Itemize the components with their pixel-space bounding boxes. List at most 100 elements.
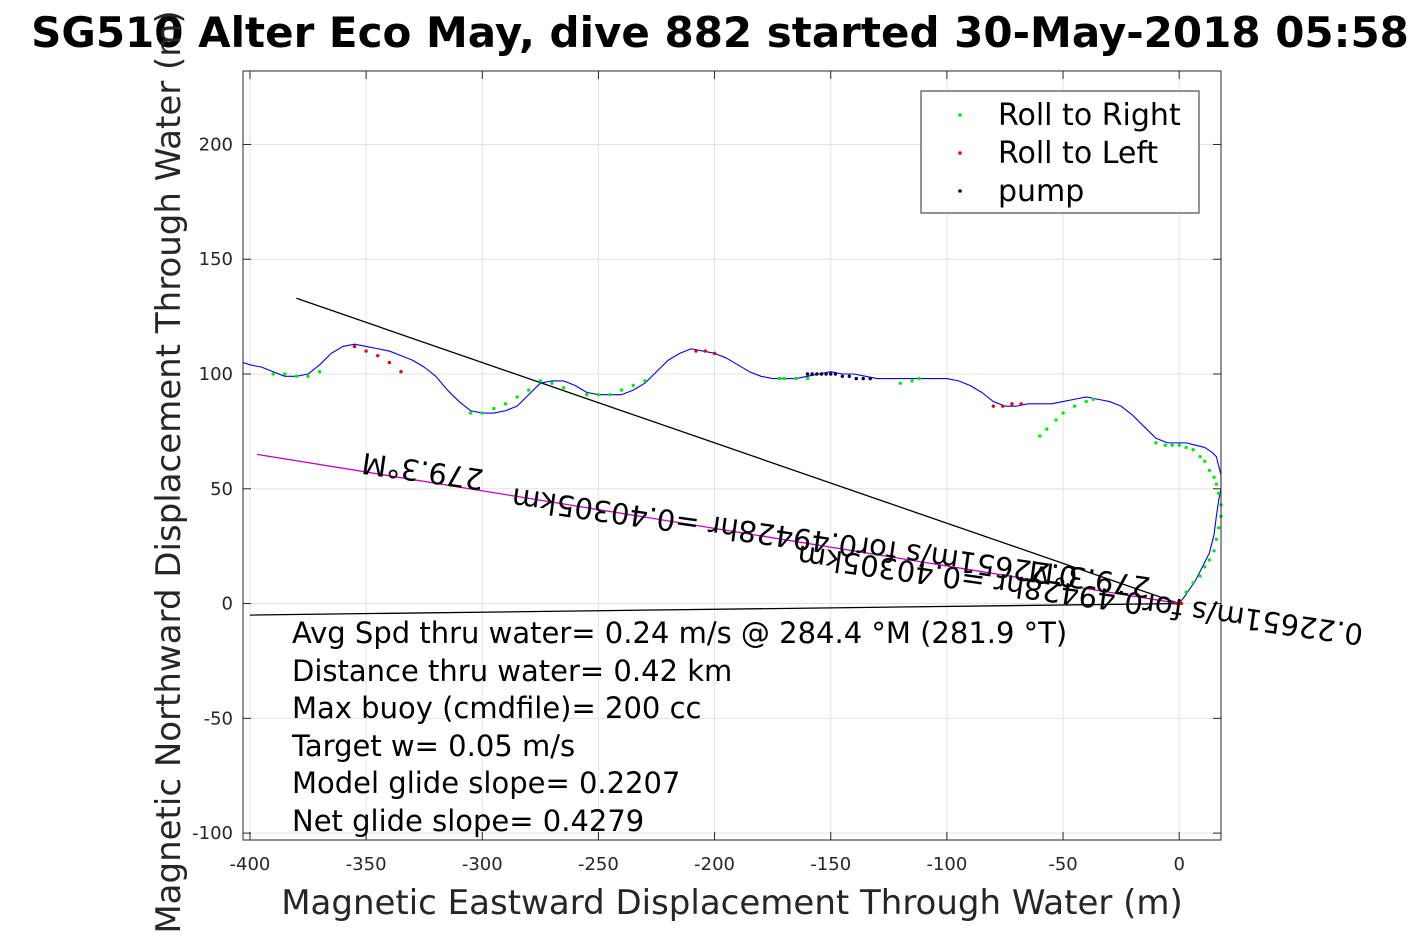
x-axis-label: Magnetic Eastward Displacement Through W… <box>281 883 1183 923</box>
legend-label-roll-left: Roll to Left <box>998 136 1158 171</box>
roll-right-point <box>317 370 322 374</box>
roll-right-point <box>1203 459 1207 463</box>
roll-right-point <box>550 381 554 385</box>
legend-label-pump: pump <box>998 174 1084 209</box>
heading-line <box>296 297 1180 605</box>
markers <box>271 344 1223 606</box>
pump-point <box>815 372 819 376</box>
roll-left-point <box>387 360 392 365</box>
pump-point <box>819 372 824 376</box>
roll-right-point <box>777 376 782 381</box>
ticks <box>243 71 1221 840</box>
reference-lines <box>249 297 1180 616</box>
pump-point <box>868 376 872 381</box>
roll-right-point <box>1212 549 1216 553</box>
pump-point <box>805 372 810 376</box>
roll-right-point <box>306 374 310 379</box>
roll-right-point <box>1216 491 1221 496</box>
x-tick-label: -200 <box>694 854 735 875</box>
roll-right-point <box>1216 526 1221 530</box>
current-line <box>256 453 1180 605</box>
pump-point <box>847 374 852 379</box>
roll-right-point <box>561 386 566 390</box>
roll-left-point <box>1000 404 1005 408</box>
roll-right-point <box>527 388 531 392</box>
roll-right-point <box>1198 574 1202 578</box>
roll-right-point <box>1207 558 1212 562</box>
roll-left-point <box>712 351 717 356</box>
roll-left-point <box>1175 601 1179 606</box>
roll-right-point <box>1214 537 1219 541</box>
roll-right-point <box>1212 475 1216 480</box>
stat-avg-speed: Avg Spd thru water= 0.24 m/s @ 284.4 °M … <box>292 616 1067 650</box>
x-tick-label: -250 <box>578 854 619 875</box>
roll-right-point <box>1198 454 1202 459</box>
track-line <box>242 343 1222 604</box>
stat-target-w: Target w= 0.05 m/s <box>291 729 575 763</box>
pump-point <box>833 372 838 376</box>
legend: Roll to Right Roll to Left pump <box>920 90 1200 214</box>
x-tick-label: -100 <box>926 854 967 875</box>
roll-right-point <box>917 376 921 381</box>
roll-right-point <box>283 372 287 376</box>
pump-point <box>861 376 865 381</box>
roll-right-point <box>515 395 519 399</box>
roll-right-point <box>1061 411 1065 415</box>
legend-marker-roll-right <box>958 113 962 117</box>
roll-left-point <box>1019 402 1023 406</box>
roll-right-point <box>1214 482 1219 486</box>
track <box>242 343 1222 604</box>
y-tick-label: -100 <box>192 823 233 844</box>
roll-right-point <box>1154 441 1158 445</box>
roll-right-point <box>1084 399 1088 404</box>
y-axis-label: Magnetic Northward Displacement Through … <box>149 10 189 933</box>
roll-right-point <box>608 392 612 397</box>
roll-right-point <box>1207 468 1212 473</box>
pump-point <box>854 376 858 381</box>
roll-right-point <box>643 379 647 383</box>
y-tick-label: 100 <box>199 364 233 385</box>
y-tick-label: 200 <box>199 134 233 155</box>
roll-right-point <box>294 374 299 379</box>
x-tick-label: -300 <box>462 854 503 875</box>
legend-box <box>920 90 1200 214</box>
axes-box <box>242 70 1222 841</box>
pump-point <box>829 372 833 376</box>
roll-right-point <box>480 411 484 415</box>
roll-right-point <box>503 402 508 406</box>
roll-left-point <box>399 370 403 374</box>
roll-right-point <box>1170 443 1174 447</box>
roll-right-point <box>596 392 601 397</box>
roll-right-point <box>538 379 543 383</box>
roll-right-point <box>910 379 914 383</box>
y-tick-label: 50 <box>210 479 233 500</box>
roll-right-point <box>619 388 624 392</box>
roll-right-point <box>631 383 635 388</box>
y-tick-label: 150 <box>199 249 233 270</box>
roll-right-point <box>1163 443 1167 447</box>
roll-left-point <box>352 344 357 349</box>
roll-right-point <box>782 376 786 381</box>
roll-right-point <box>1045 427 1049 431</box>
baseline <box>249 602 1180 616</box>
roll-left-point <box>376 353 380 358</box>
roll-right-point <box>1177 443 1181 447</box>
x-tick-label: -400 <box>230 854 271 875</box>
roll-right-point <box>492 406 496 411</box>
roll-left-point <box>1177 599 1181 603</box>
pump-point <box>810 372 814 376</box>
roll-right-point <box>1072 404 1077 408</box>
roll-right-point <box>1203 565 1207 569</box>
roll-right-point <box>1091 397 1095 401</box>
roll-right-point <box>1038 434 1042 438</box>
roll-right-point <box>1184 590 1188 594</box>
stat-distance: Distance thru water= 0.42 km <box>292 654 732 688</box>
x-tick-label: 0 <box>1173 854 1184 875</box>
pump-point <box>840 374 845 379</box>
roll-right-point <box>1191 448 1195 452</box>
roll-left-point <box>694 349 698 353</box>
stat-net-glide-slope: Net glide slope= 0.4279 <box>292 804 644 838</box>
x-tick-label: -150 <box>810 854 851 875</box>
roll-left-point <box>1179 601 1184 606</box>
